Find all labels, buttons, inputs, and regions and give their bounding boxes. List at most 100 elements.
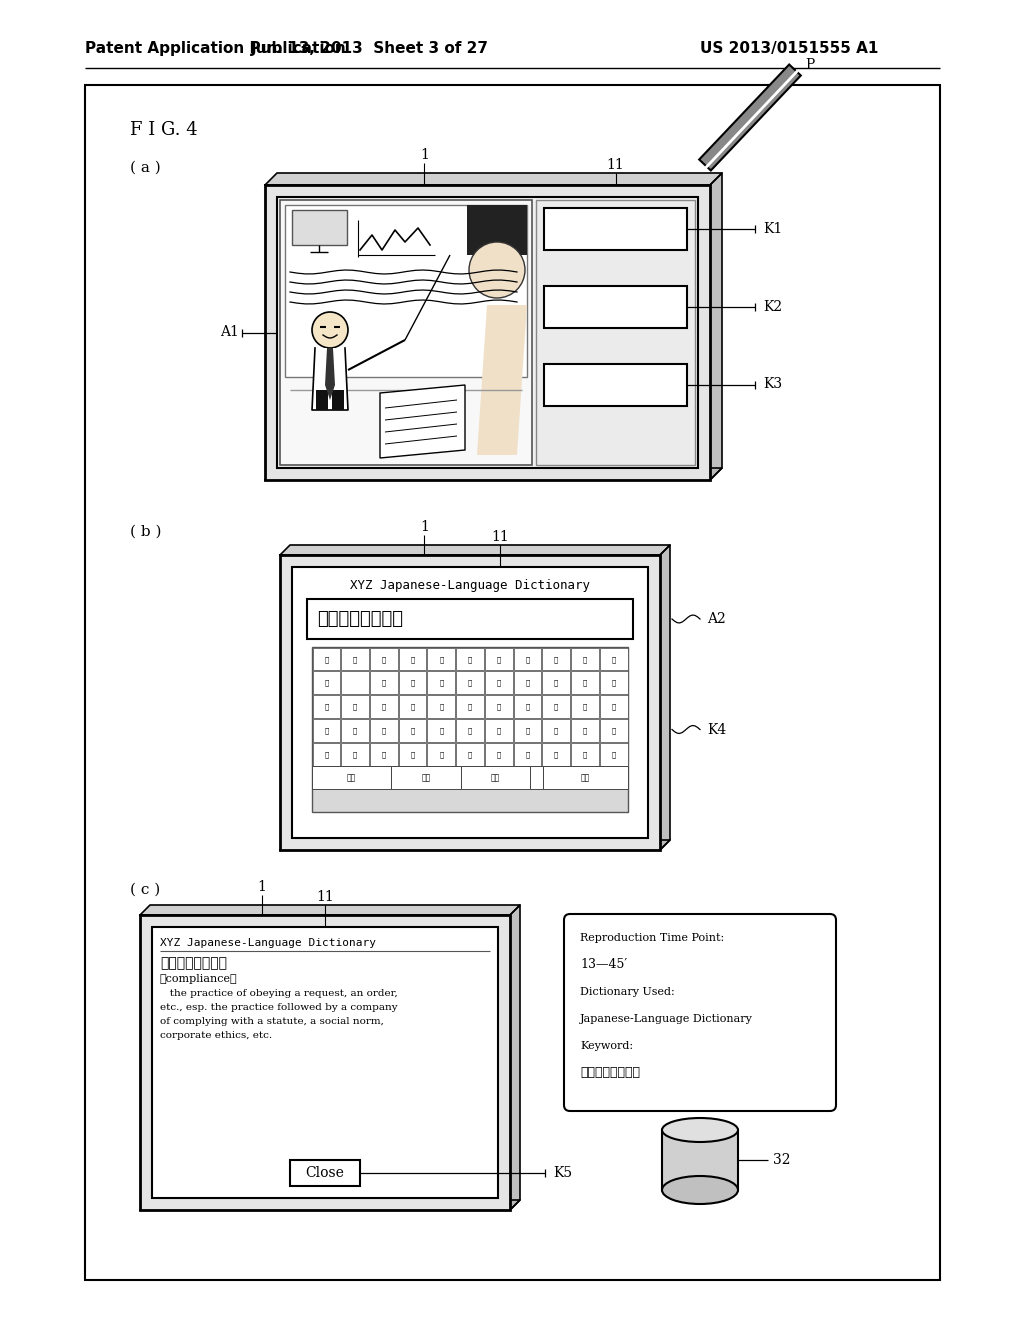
Bar bbox=[571, 719, 599, 742]
Text: J-J: J-J bbox=[607, 222, 625, 236]
Bar bbox=[370, 696, 397, 718]
Polygon shape bbox=[280, 545, 670, 554]
Polygon shape bbox=[140, 1200, 520, 1210]
Text: 英角: 英角 bbox=[421, 774, 430, 781]
Polygon shape bbox=[699, 65, 801, 170]
Text: 11: 11 bbox=[316, 890, 334, 904]
Bar bbox=[530, 766, 543, 789]
Text: 決定: 決定 bbox=[581, 774, 590, 781]
Text: ？: ？ bbox=[325, 750, 329, 758]
Bar bbox=[370, 743, 397, 766]
Text: い: い bbox=[325, 678, 329, 686]
Bar bbox=[456, 648, 484, 671]
Text: や: や bbox=[411, 655, 415, 663]
Text: う: う bbox=[611, 702, 615, 710]
Polygon shape bbox=[316, 389, 328, 411]
Bar bbox=[427, 648, 455, 671]
Bar bbox=[285, 205, 527, 378]
Text: K1: K1 bbox=[763, 222, 782, 236]
Bar bbox=[398, 743, 426, 766]
Bar bbox=[544, 363, 687, 405]
Bar bbox=[312, 672, 340, 694]
Text: と: と bbox=[497, 750, 501, 758]
Bar bbox=[398, 719, 426, 742]
Text: ゛: ゛ bbox=[411, 726, 415, 734]
Text: 【compliance】: 【compliance】 bbox=[160, 974, 238, 983]
Text: ぁ: ぁ bbox=[382, 726, 386, 734]
Bar bbox=[484, 719, 513, 742]
Text: K4: K4 bbox=[707, 722, 726, 737]
Bar bbox=[544, 209, 687, 249]
FancyBboxPatch shape bbox=[564, 913, 836, 1111]
Text: ほ: ほ bbox=[439, 750, 443, 758]
Bar bbox=[427, 696, 455, 718]
Text: き: き bbox=[525, 750, 529, 758]
Text: へ: へ bbox=[468, 726, 472, 734]
Text: み: み bbox=[439, 678, 443, 686]
Text: そ: そ bbox=[554, 750, 558, 758]
Bar bbox=[312, 719, 340, 742]
Polygon shape bbox=[660, 545, 670, 850]
Bar bbox=[391, 766, 461, 789]
Text: ふ: ふ bbox=[468, 702, 472, 710]
Text: き: き bbox=[583, 678, 587, 686]
Text: US 2013/0151555 A1: US 2013/0151555 A1 bbox=[700, 41, 879, 55]
Text: 1: 1 bbox=[258, 880, 266, 894]
Circle shape bbox=[312, 312, 348, 348]
Text: 。: 。 bbox=[353, 750, 357, 758]
Bar bbox=[312, 696, 340, 718]
Bar bbox=[543, 766, 628, 789]
Text: F I G. 4: F I G. 4 bbox=[130, 121, 198, 139]
Bar bbox=[341, 719, 369, 742]
Bar bbox=[461, 766, 530, 789]
Text: かな: かな bbox=[347, 774, 356, 781]
Bar bbox=[600, 672, 628, 694]
Bar bbox=[514, 719, 542, 742]
Bar bbox=[571, 672, 599, 694]
Text: も: も bbox=[439, 726, 443, 734]
Text: K5: K5 bbox=[553, 1166, 572, 1180]
Text: Jun. 13, 2013  Sheet 3 of 27: Jun. 13, 2013 Sheet 3 of 27 bbox=[251, 41, 489, 55]
Text: ゆ: ゆ bbox=[411, 678, 415, 686]
Text: ( b ): ( b ) bbox=[130, 525, 162, 539]
Text: な: な bbox=[497, 655, 501, 663]
Bar bbox=[370, 672, 397, 694]
Bar bbox=[398, 672, 426, 694]
Text: E-J: E-J bbox=[604, 300, 627, 314]
Bar bbox=[543, 719, 570, 742]
Text: ら: ら bbox=[382, 655, 386, 663]
Bar bbox=[571, 696, 599, 718]
Text: む: む bbox=[439, 702, 443, 710]
Polygon shape bbox=[380, 385, 465, 458]
Bar bbox=[514, 672, 542, 694]
Polygon shape bbox=[140, 906, 520, 915]
Text: せ: せ bbox=[554, 726, 558, 734]
Text: こんぶらいあんす: こんぶらいあんす bbox=[580, 1067, 640, 1080]
Text: こんぶらいあん＿: こんぶらいあん＿ bbox=[317, 610, 403, 628]
Bar bbox=[456, 696, 484, 718]
Bar bbox=[600, 719, 628, 742]
Bar bbox=[544, 285, 687, 327]
Text: 。: 。 bbox=[353, 726, 357, 734]
Text: ！: ！ bbox=[325, 726, 329, 734]
Text: 13—45′: 13—45′ bbox=[580, 958, 628, 972]
Bar bbox=[484, 672, 513, 694]
Polygon shape bbox=[325, 348, 335, 400]
Text: お: お bbox=[611, 750, 615, 758]
Text: ひ: ひ bbox=[468, 678, 472, 686]
Bar bbox=[456, 719, 484, 742]
Bar bbox=[543, 696, 570, 718]
Bar bbox=[484, 743, 513, 766]
Text: 1: 1 bbox=[420, 520, 429, 535]
Bar bbox=[341, 648, 369, 671]
Bar bbox=[341, 696, 369, 718]
Text: ね: ね bbox=[497, 726, 501, 734]
Bar bbox=[571, 743, 599, 766]
Text: K3: K3 bbox=[763, 378, 782, 392]
Bar bbox=[290, 1160, 360, 1185]
Text: ま: ま bbox=[439, 655, 443, 663]
Bar bbox=[456, 743, 484, 766]
Text: A1: A1 bbox=[220, 326, 239, 339]
Bar bbox=[280, 554, 660, 850]
Text: か: か bbox=[583, 655, 587, 663]
